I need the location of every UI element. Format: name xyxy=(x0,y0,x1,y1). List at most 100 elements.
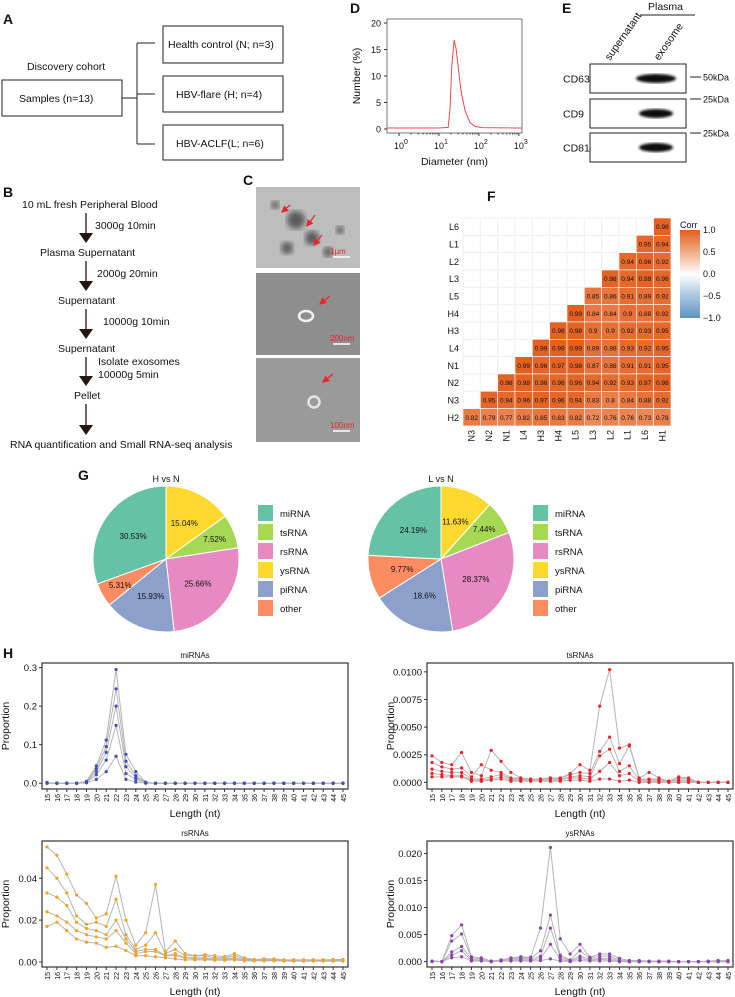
data-point xyxy=(538,949,543,953)
cell-value: 0.73 xyxy=(639,415,652,422)
data-point xyxy=(262,959,266,963)
group-box-n xyxy=(162,25,284,64)
x-tick-label: 25 xyxy=(529,794,536,802)
cell-value: 0.9 xyxy=(588,328,597,335)
slice-label: 9.77% xyxy=(391,565,414,574)
data-point xyxy=(45,910,49,914)
panel-label-d: D xyxy=(350,0,360,16)
cell-value: 0.8 xyxy=(606,397,615,404)
chart-title: ysRNAs xyxy=(566,829,595,838)
y-tick-label: 0.0075 xyxy=(393,695,422,706)
plot-frame xyxy=(386,18,523,134)
data-point xyxy=(114,897,118,901)
data-point xyxy=(223,781,227,785)
y-tick-label: 0.015 xyxy=(398,876,422,887)
data-point xyxy=(706,959,710,964)
slice-label: 7.52% xyxy=(203,535,226,544)
x-tick-label: 15 xyxy=(430,794,437,802)
cell-value: 0.95 xyxy=(483,397,496,404)
column-label: L2 xyxy=(605,430,615,440)
data-point xyxy=(430,959,434,964)
row-label: H4 xyxy=(447,309,459,319)
data-point xyxy=(637,780,641,784)
length-chart-rsrnas: rsRNAs 0.00 0.02 0.04 15 16 17 18 19 20 21 22 23 24 25… xyxy=(0,829,349,997)
y-axis-label: Proportion xyxy=(385,702,397,751)
x-tick-label: 18 xyxy=(75,972,82,980)
legend-swatch xyxy=(533,562,548,578)
legend-swatch xyxy=(258,600,273,616)
blot-cd9: CD9 xyxy=(563,98,687,129)
legend-swatch xyxy=(258,524,273,540)
x-tick-label: 34 xyxy=(232,972,239,980)
data-point xyxy=(292,781,296,785)
x-tick-label: 35 xyxy=(242,794,249,802)
data-point xyxy=(617,746,622,750)
scale-bar-label: 100nm xyxy=(330,421,355,430)
pie-slice-miRNA xyxy=(92,485,167,585)
data-point xyxy=(677,780,681,784)
heatmap-cell xyxy=(653,408,672,427)
data-point xyxy=(578,776,582,780)
y-tick-label: 0.0 xyxy=(24,779,37,790)
data-point xyxy=(430,767,434,771)
data-point xyxy=(104,912,108,916)
x-tick-label: 27 xyxy=(548,794,555,802)
cell-value: 0.76 xyxy=(621,415,634,422)
data-point xyxy=(548,942,553,946)
panel-a: A Discovery cohort Samples (n=13) Health… xyxy=(1,11,284,161)
legend-label: tsRNA xyxy=(555,528,583,539)
protein-label: CD81 xyxy=(563,143,590,155)
panel-label-a: A xyxy=(3,11,13,27)
slice-label: 30.53% xyxy=(120,532,147,541)
samples-label: Samples (n=13) xyxy=(19,93,93,105)
data-point xyxy=(598,959,602,963)
data-point xyxy=(242,781,246,785)
cell-value: 0.92 xyxy=(656,259,669,266)
data-point xyxy=(548,845,553,850)
x-tick-label: 25 xyxy=(144,972,151,980)
size-distribution-line xyxy=(387,39,522,129)
x-tick-label: 38 xyxy=(657,972,664,980)
data-point xyxy=(223,958,227,962)
cell-value: 0.95 xyxy=(656,345,669,352)
x-axis-label: Length (nt) xyxy=(555,808,606,820)
row-label: L1 xyxy=(449,239,459,249)
data-point xyxy=(440,775,444,779)
legend-label: tsRNA xyxy=(280,528,308,539)
exosome-particle xyxy=(307,395,321,409)
pie-title: L vs N xyxy=(428,474,453,484)
cell-value: 0.83 xyxy=(552,415,565,422)
data-point xyxy=(568,776,572,780)
data-point xyxy=(104,945,108,949)
x-tick-label: 34 xyxy=(232,794,239,802)
data-point xyxy=(94,777,98,781)
data-point xyxy=(598,769,602,773)
data-point xyxy=(84,926,89,931)
data-point xyxy=(568,959,572,964)
y-tick-label: 0.3 xyxy=(24,663,37,674)
pie-slice-rsRNA xyxy=(165,547,240,633)
x-tick-label: 26 xyxy=(154,794,161,802)
x-tick-label: 32 xyxy=(598,972,605,980)
condition-2: 2000g 20min xyxy=(97,268,158,280)
data-point xyxy=(75,920,79,924)
cell-value: 0.87 xyxy=(587,363,600,370)
y-tick-label: 5 xyxy=(376,98,381,108)
cell-value: 0.94 xyxy=(621,276,634,283)
x-tick-label: 18 xyxy=(460,794,467,802)
data-point xyxy=(509,779,513,783)
protein-label: CD63 xyxy=(563,74,590,86)
data-point xyxy=(134,780,138,784)
data-point xyxy=(460,944,464,949)
cell-value: 0.96 xyxy=(656,276,669,283)
tem-dark-spot xyxy=(336,226,344,234)
x-tick-label: 41 xyxy=(302,794,309,802)
x-tick-label: 17 xyxy=(65,794,72,802)
x-tick-label: 33 xyxy=(608,972,615,980)
data-point xyxy=(75,893,79,897)
data-point xyxy=(598,777,602,781)
tem-dark-spot xyxy=(287,211,305,229)
cell-value: 0.88 xyxy=(639,311,652,318)
legend-label: miRNA xyxy=(555,509,586,520)
data-point xyxy=(588,959,592,963)
